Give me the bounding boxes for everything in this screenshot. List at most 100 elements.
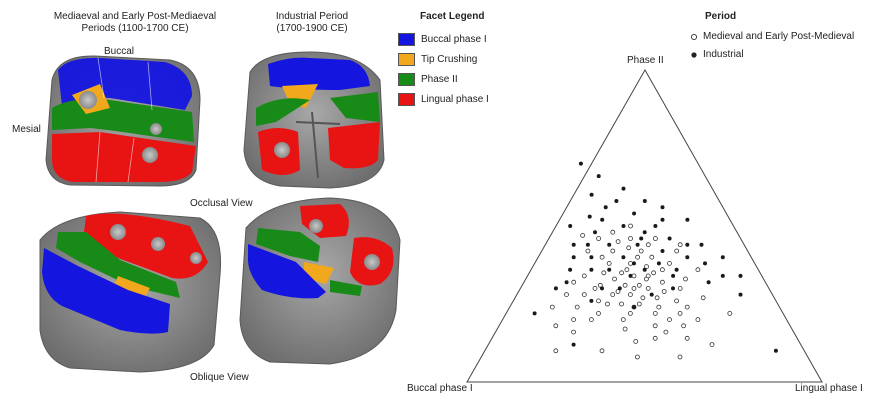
data-point-medieval [681, 323, 686, 329]
data-point-industrial [642, 267, 647, 272]
legend-marker-open [690, 33, 698, 41]
data-point-medieval [677, 310, 683, 316]
data-point-industrial [656, 261, 661, 266]
data-point-medieval [628, 223, 633, 229]
data-point-medieval [549, 304, 555, 310]
data-point-industrial [585, 242, 590, 247]
data-point-medieval [656, 304, 662, 310]
data-point-industrial [607, 267, 612, 272]
data-point-medieval [645, 285, 651, 291]
data-point-medieval [653, 236, 658, 241]
pit [142, 147, 158, 163]
data-point-medieval [631, 273, 637, 279]
col2-title-line2: (1700-1900 CE) [276, 23, 348, 34]
data-point-medieval [571, 279, 577, 285]
facet-phase2 [330, 92, 380, 122]
data-point-medieval [684, 304, 690, 310]
data-point-medieval [667, 317, 672, 323]
data-point-medieval [619, 301, 624, 307]
facet-legend-label: Buccal phase I [421, 33, 487, 45]
data-point-medieval [581, 292, 587, 298]
data-point-industrial [685, 242, 690, 247]
data-point-industrial [553, 286, 558, 291]
data-point-medieval [628, 260, 633, 266]
facet-buccal [268, 57, 370, 90]
facet-legend-item-lingual: Lingual phase I [398, 91, 489, 107]
data-point-industrial [642, 199, 647, 203]
data-point-medieval [700, 295, 706, 301]
data-point-medieval [636, 282, 642, 288]
data-point-medieval [660, 279, 665, 285]
data-point-medieval [585, 248, 591, 254]
data-point-medieval [727, 310, 733, 316]
data-point-medieval [610, 229, 616, 235]
data-point-industrial [738, 273, 743, 278]
mesial-label: Mesial [12, 124, 41, 135]
pit [150, 123, 162, 135]
data-point-medieval [626, 245, 632, 251]
facet-lingual [328, 122, 380, 169]
period-legend-label-medieval: Medieval and Early Post-Medieval [703, 31, 855, 42]
data-point-medieval [651, 270, 656, 276]
data-point-medieval [638, 248, 644, 254]
swatch-phase2 [398, 72, 415, 86]
data-point-industrial [589, 192, 594, 197]
data-point-medieval [601, 270, 607, 276]
data-point-medieval [622, 282, 628, 288]
data-point-industrial [685, 217, 690, 222]
facet-phase2 [330, 280, 362, 296]
data-point-industrial [720, 273, 725, 278]
data-point-medieval [597, 282, 603, 288]
data-point-industrial [564, 280, 569, 285]
data-point-industrial [532, 311, 537, 316]
facet-phase2 [56, 232, 180, 298]
tooth-medieval-oblique [39, 211, 222, 373]
data-point-industrial [589, 298, 594, 303]
data-point-medieval [709, 342, 715, 348]
data-point-industrial [632, 261, 636, 266]
data-point-industrial [571, 255, 576, 260]
data-point-medieval [683, 276, 688, 282]
data-point-industrial [603, 205, 608, 210]
data-point-medieval [606, 260, 612, 266]
data-point-industrial [773, 348, 778, 353]
data-point-industrial [568, 267, 573, 272]
data-point-industrial [568, 224, 573, 228]
swatch-tip [398, 52, 415, 66]
oblique-view-label: Oblique View [190, 372, 249, 383]
data-point-medieval [640, 295, 646, 301]
axis-label-left: Buccal phase I [407, 383, 473, 394]
data-point-medieval [596, 298, 601, 304]
data-point-industrial [571, 242, 576, 247]
facet-legend-item-tip: Tip Crushing [398, 51, 477, 67]
data-point-industrial [685, 255, 690, 260]
data-point-medieval [622, 326, 628, 332]
swatch-lingual [398, 92, 415, 106]
data-point-medieval [652, 310, 658, 316]
facet-legend-item-phase2: Phase II [398, 71, 458, 87]
data-point-industrial [587, 214, 592, 219]
data-point-industrial [589, 255, 594, 260]
data-point-medieval [636, 301, 642, 307]
data-point-industrial [639, 236, 644, 241]
data-point-medieval [631, 285, 637, 291]
series-industrial [532, 161, 778, 353]
data-point-industrial [649, 292, 654, 297]
data-point-medieval [610, 292, 616, 298]
data-point-industrial [596, 174, 601, 179]
data-point-medieval [654, 295, 660, 301]
pit [309, 219, 323, 233]
data-point-industrial [660, 205, 665, 210]
swatch-buccal [398, 32, 415, 46]
data-point-medieval [674, 248, 680, 254]
data-point-industrial [607, 242, 612, 247]
legend-marker-filled [691, 52, 697, 58]
axis-label-right: Lingual phase I [795, 383, 863, 394]
data-point-medieval [677, 242, 683, 248]
data-point-medieval [610, 248, 616, 254]
data-point-medieval [592, 285, 598, 291]
data-point-industrial [621, 224, 626, 228]
pit [151, 237, 165, 251]
data-point-industrial [621, 186, 626, 191]
pit [364, 254, 380, 270]
